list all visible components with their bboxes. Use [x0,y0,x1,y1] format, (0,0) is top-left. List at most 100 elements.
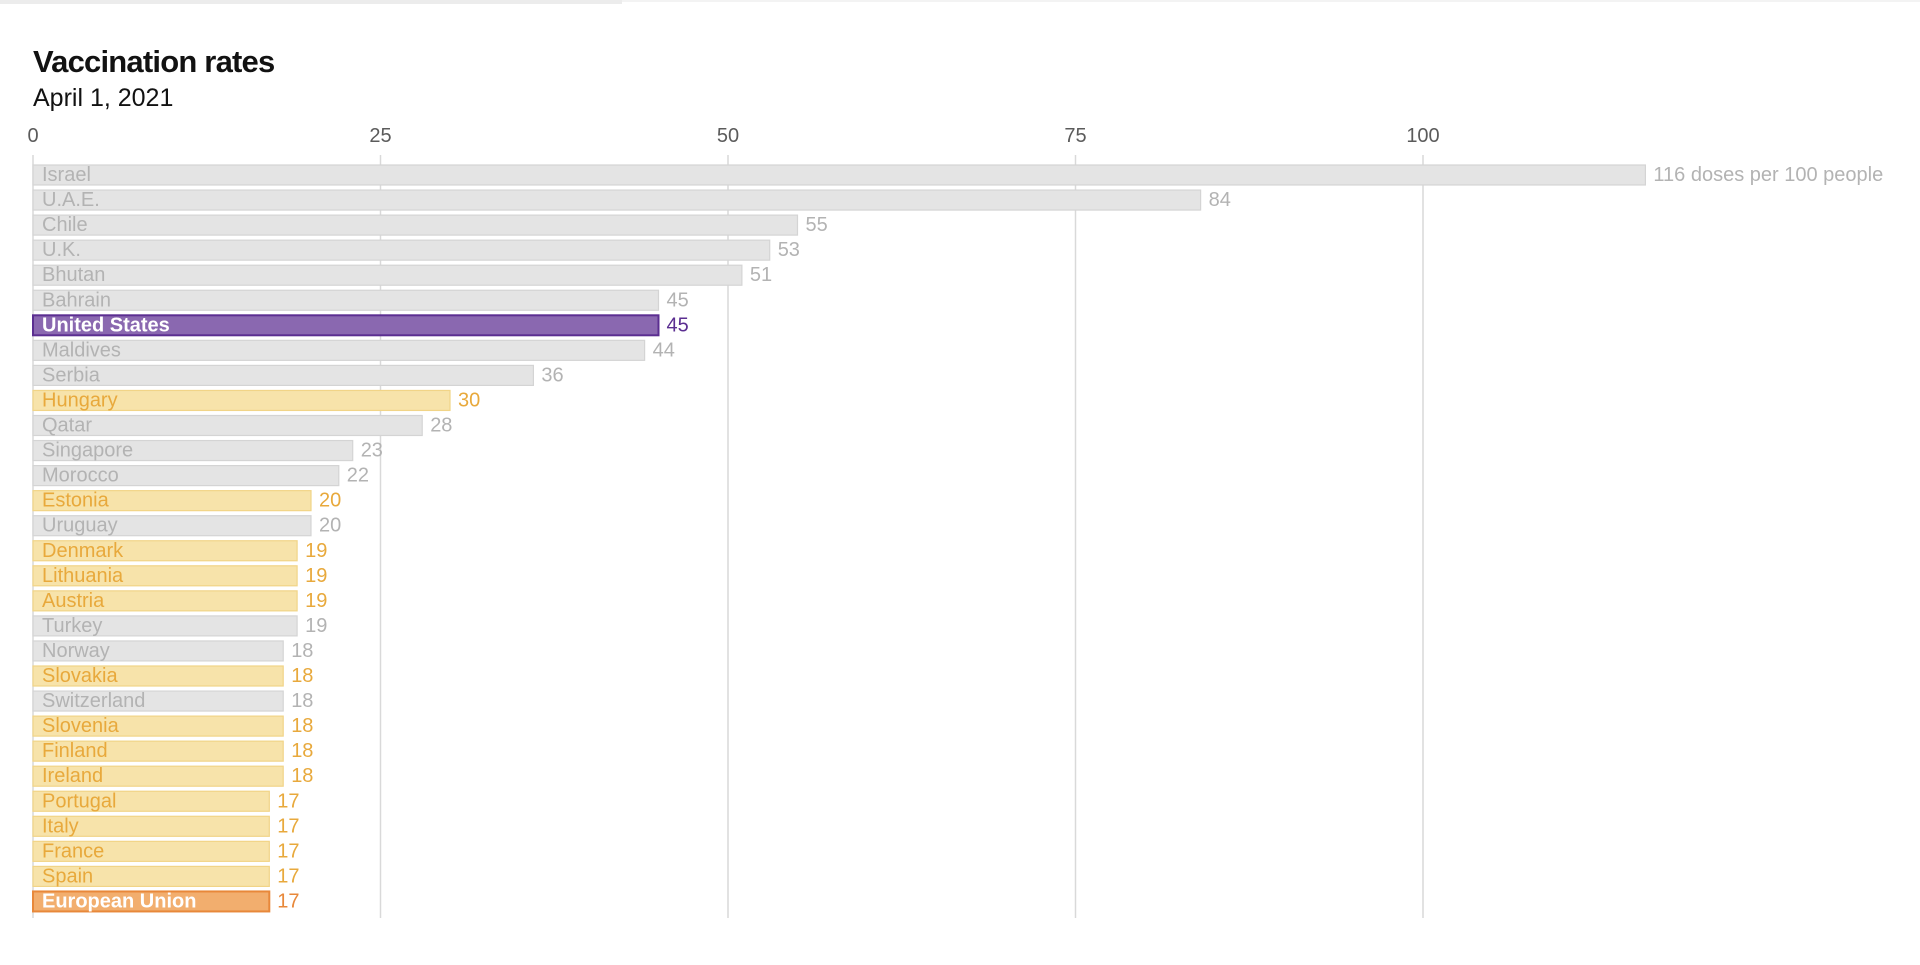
top-divider [0,0,622,4]
bar-category-label: Finland [42,740,108,762]
bar-category-label: Hungary [42,389,118,411]
bar-category-label: Morocco [42,465,119,487]
bar-category-label: U.K. [42,239,81,261]
bar [32,339,646,361]
bar-category-label: Singapore [42,440,133,462]
bar-category-label: Norway [42,640,110,662]
bar [32,765,284,787]
bar-category-label: Turkey [42,615,102,637]
bar-value-label: 17 [277,865,299,887]
bar-category-label: Denmark [42,540,124,562]
bar [32,490,312,512]
bar [32,439,354,462]
bar-value-label: 36 [541,364,563,386]
chart-subtitle: April 1, 2021 [33,84,174,112]
bar [32,840,270,862]
bar [32,890,271,913]
bar-category-label: Estonia [42,490,110,512]
bar-chart: 0 25 50 75 100 Israel 116 doses per 100 peopl… [27,125,1883,918]
bar-category-label: Serbia [42,364,101,386]
bar-category-label: France [42,840,104,862]
bar-value-label: 116 doses per 100 people [1653,164,1883,186]
bar-value-label: 17 [277,815,299,837]
bar [32,790,270,812]
bar-value-label: 17 [277,790,299,812]
bar-category-label: Israel [42,164,91,186]
bar-value-label: 19 [305,590,327,612]
bar-category-label: Ireland [42,765,103,787]
top-divider-faint [622,0,1920,2]
bar-category-label: Bahrain [42,289,111,311]
bar-value-label: 19 [305,565,327,587]
bar [32,264,743,286]
x-tick-label: 50 [717,125,739,147]
bar-value-label: 18 [291,765,313,787]
bar-value-label: 19 [305,540,327,562]
bar-category-label: Bhutan [42,264,105,286]
bar-value-label: 18 [291,665,313,687]
bar-value-label: 19 [305,615,327,637]
x-axis-ticks: 0 25 50 75 100 [27,125,1439,147]
bar [32,740,284,762]
bar [32,289,660,311]
chart-title: Vaccination rates [33,44,275,79]
bar-category-label: European Union [42,890,196,912]
bar-value-label: 20 [319,515,341,537]
bar-value-label: 53 [778,239,800,261]
x-tick-label: 0 [27,125,38,147]
bar [32,715,284,737]
bar-category-label: Spain [42,865,93,887]
bar-value-label: 51 [750,264,772,286]
bar [32,214,799,236]
bar-category-label: Uruguay [42,515,118,537]
x-tick-label: 75 [1064,125,1086,147]
bar [32,690,284,712]
bar-value-label: 23 [361,440,383,462]
bar [32,364,534,386]
bar-value-label: 18 [291,640,313,662]
bar-value-label: 28 [430,415,452,437]
bar-value-label: 55 [806,214,828,236]
bar-value-label: 18 [291,715,313,737]
bar-category-label: Slovenia [42,715,120,737]
bar [32,815,270,837]
bar [32,414,423,437]
bar-category-label: Qatar [42,415,92,437]
bar [32,239,771,261]
bar [32,590,298,612]
bar-value-label: 44 [653,339,675,361]
bar-value-label: 17 [277,840,299,862]
bar-category-label: Austria [42,590,105,612]
chart-header: Vaccination rates April 1, 2021 [33,42,275,114]
bar-category-label: Slovakia [42,665,118,687]
x-tick-label: 25 [369,125,391,147]
bar [32,640,284,662]
bar-value-label: 18 [291,740,313,762]
bar [32,515,312,537]
bar [32,540,298,562]
bar-value-label: 20 [319,490,341,512]
bar-category-label: Lithuania [42,565,124,587]
bar-category-label: Portugal [42,790,117,812]
bars: Israel 116 doses per 100 people U.A.E. 84 Ch… [32,164,1883,913]
bar-value-label: 22 [347,465,369,487]
bar [32,164,1647,186]
bar-value-label: 45 [667,314,689,336]
bar-category-label: Maldives [42,339,121,361]
bar-value-label: 84 [1209,189,1231,211]
bar-value-label: 30 [458,389,480,411]
bar-category-label: Italy [42,815,79,837]
bar-category-label: Switzerland [42,690,145,712]
bar-value-label: 18 [291,690,313,712]
bar [32,189,1202,211]
bar-category-label: Chile [42,214,88,236]
bar [32,865,270,888]
bar [32,314,660,337]
bar-category-label: U.A.E. [42,189,100,211]
bar-category-label: United States [42,314,170,336]
bar-value-label: 17 [277,890,299,912]
bar [32,615,298,637]
x-tick-label: 100 [1406,125,1439,147]
bar [32,465,340,487]
bar-value-label: 45 [667,289,689,311]
